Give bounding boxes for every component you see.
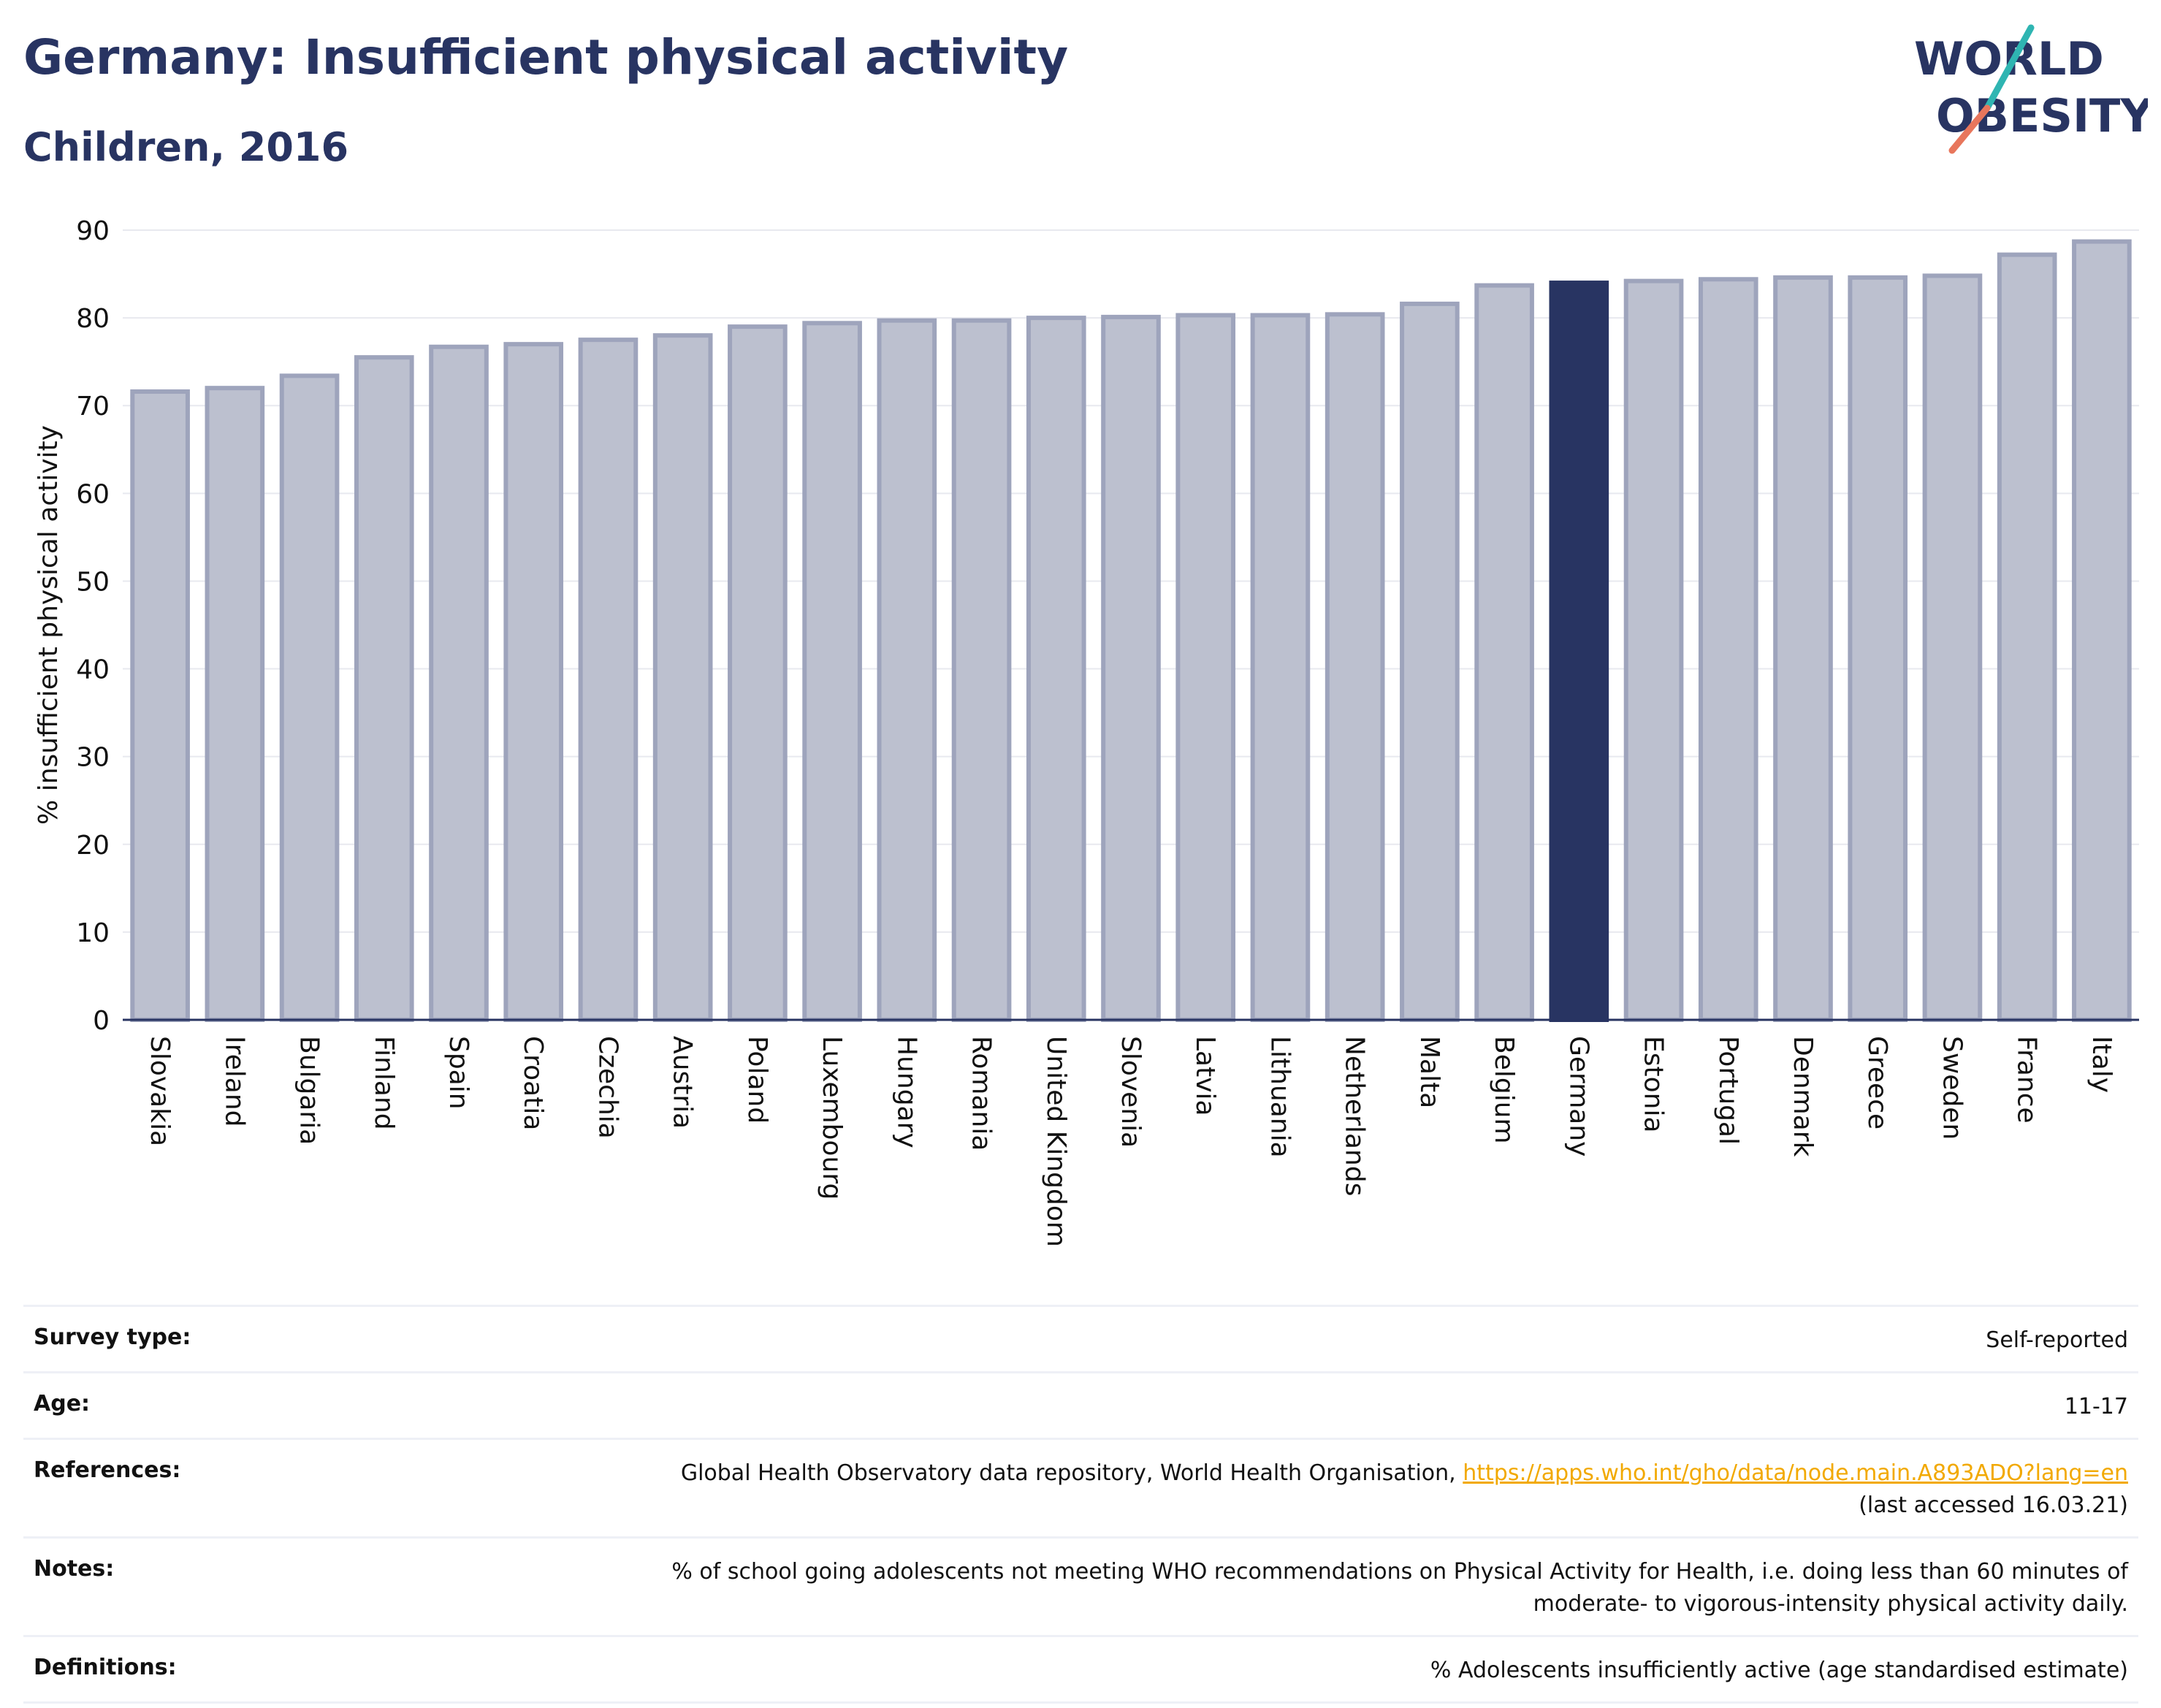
bar-slovenia [1101, 314, 1161, 1023]
bar-greece [1848, 275, 1908, 1022]
bar-denmark [1773, 275, 1833, 1022]
x-tick-label: Slovenia [1116, 1036, 1146, 1148]
x-tick-label: Italy [2086, 1036, 2116, 1093]
y-tick-label: 10 [76, 918, 110, 948]
bar-bulgaria [279, 373, 340, 1022]
info-row-survey: Survey type: Self-reported [23, 1305, 2138, 1371]
references-value: Global Health Observatory data repositor… [681, 1457, 2128, 1522]
y-axis-ticks: 0 10 20 30 40 50 60 70 80 90 [76, 216, 110, 1036]
x-tick-label: Netherlands [1340, 1036, 1370, 1196]
info-row-age: Age: 11-17 [23, 1371, 2138, 1438]
age-label: Age: [34, 1391, 91, 1417]
y-tick-label: 80 [76, 304, 110, 334]
y-tick-label: 70 [76, 392, 110, 422]
info-table: Survey type: Self-reported Age: 11-17 Re… [23, 1305, 2138, 1704]
x-tick-label: Malta [1414, 1036, 1444, 1108]
x-tick-label: Slovakia [145, 1036, 175, 1146]
world-obesity-logo: WORLD OBESITY [1914, 24, 2148, 154]
x-tick-label: Hungary [891, 1036, 921, 1148]
bar-lithuania [1250, 313, 1311, 1023]
bar-croatia [503, 342, 564, 1022]
definitions-value: % Adolescents insufficiently active (age… [1430, 1658, 2128, 1683]
bar-france [1997, 252, 2057, 1022]
x-tick-label: Denmark [1788, 1036, 1818, 1157]
bar-malta [1400, 301, 1460, 1023]
x-axis-ticks: Slovakia Ireland Bulgaria Finland Spain Croat… [145, 1036, 2116, 1247]
x-tick-label: Luxembourg [817, 1036, 847, 1200]
notes-label: Notes: [34, 1556, 115, 1582]
bar-slovakia [130, 389, 190, 1022]
x-tick-label: Romania [967, 1036, 996, 1151]
bar-netherlands [1325, 312, 1385, 1023]
x-tick-label: Greece [1862, 1036, 1892, 1129]
y-tick-label: 0 [93, 1006, 110, 1036]
x-tick-label: Ireland [219, 1036, 249, 1127]
bar-finland [354, 355, 414, 1022]
bar-portugal [1698, 277, 1758, 1022]
y-tick-label: 40 [76, 655, 110, 685]
bar-germany [1549, 281, 1609, 1023]
logo-slash-teal [1983, 24, 2035, 112]
x-tick-label: Belgium [1489, 1036, 1519, 1144]
y-axis-label: % insufficient physical activity [34, 425, 64, 825]
bar-czechia [578, 338, 639, 1022]
bar-chart: 0 10 20 30 40 50 60 70 80 90 Slovakia Ireland Bulga… [34, 216, 2139, 1247]
x-tick-label: France [2012, 1036, 2042, 1124]
x-tick-label: Austria [668, 1036, 698, 1129]
notes-line2: moderate- to vigorous-intensity physical… [1533, 1591, 2128, 1617]
bar-sweden [1922, 273, 1983, 1022]
x-tick-label: Croatia [518, 1036, 548, 1130]
bar-romania [951, 318, 1012, 1023]
bar-luxembourg [802, 321, 862, 1023]
x-tick-label: Portugal [1713, 1036, 1743, 1145]
x-tick-label: Czechia [592, 1036, 622, 1139]
y-tick-label: 50 [76, 567, 110, 597]
bar-ireland [205, 386, 265, 1022]
x-tick-label: Poland [742, 1036, 772, 1124]
info-row-notes: Notes: % of school going adolescents not… [23, 1536, 2138, 1635]
bar-spain [429, 344, 489, 1022]
info-row-references: References: Global Health Observatory da… [23, 1438, 2138, 1536]
survey-value: Self-reported [1986, 1327, 2128, 1353]
bar-united-kingdom [1026, 316, 1086, 1023]
bar-estonia [1623, 278, 1684, 1023]
bar-latvia [1175, 313, 1236, 1023]
info-row-definitions: Definitions: % Adolescents insufficientl… [23, 1635, 2138, 1704]
x-tick-label: Lithuania [1265, 1036, 1295, 1158]
y-tick-label: 20 [76, 831, 110, 861]
age-value: 11-17 [2064, 1394, 2128, 1419]
x-tick-label: United Kingdom [1041, 1036, 1071, 1247]
y-tick-label: 60 [76, 479, 110, 509]
x-tick-label: Bulgaria [294, 1036, 324, 1145]
references-accessed: (last accessed 16.03.21) [1859, 1492, 2128, 1518]
notes-line1: % of school going adolescents not meetin… [671, 1559, 2128, 1585]
bar-belgium [1474, 283, 1534, 1023]
references-link[interactable]: https://apps.who.int/gho/data/node.main.… [1463, 1460, 2128, 1486]
bar-hungary [877, 318, 937, 1023]
definitions-label: Definitions: [34, 1655, 177, 1680]
x-tick-label: Finland [369, 1036, 399, 1130]
y-tick-label: 30 [76, 743, 110, 773]
x-tick-label: Estonia [1639, 1036, 1669, 1133]
references-text: Global Health Observatory data repositor… [680, 1460, 1456, 1486]
bar-poland [728, 324, 788, 1023]
x-tick-label: Sweden [1937, 1036, 1967, 1140]
bar-italy [2072, 239, 2132, 1022]
notes-value: % of school going adolescents not meetin… [671, 1556, 2128, 1620]
references-label: References: [34, 1457, 181, 1483]
x-tick-label: Spain [443, 1036, 473, 1110]
logo-slash-coral [1948, 104, 1991, 154]
logo-line1: WORLD [1914, 32, 2104, 85]
page-title: Germany: Insufficient physical activity [23, 29, 1069, 85]
page-subtitle: Children, 2016 [23, 124, 349, 170]
bars [130, 239, 2132, 1023]
bar-austria [652, 333, 713, 1022]
x-tick-label: Germany [1563, 1036, 1593, 1156]
survey-label: Survey type: [34, 1324, 191, 1350]
logo-line2: OBESITY [1936, 89, 2148, 142]
y-tick-label: 90 [76, 216, 110, 246]
x-tick-label: Latvia [1190, 1036, 1220, 1116]
